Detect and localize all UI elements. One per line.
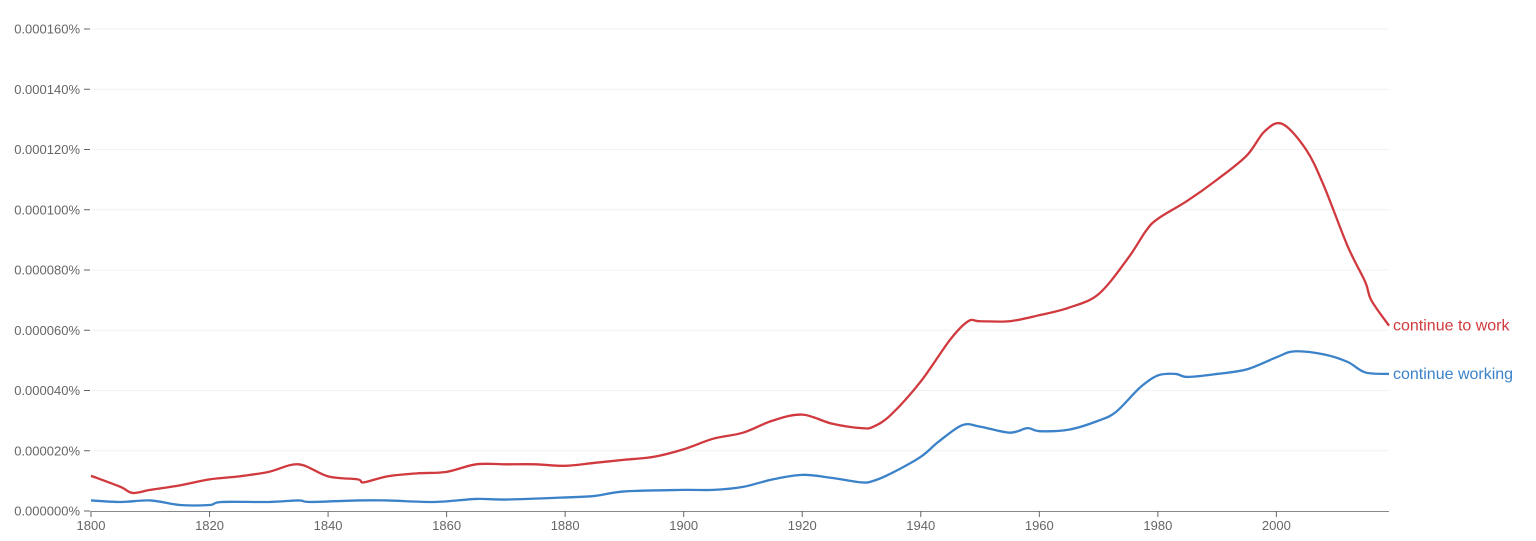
x-tick-label: 1880	[551, 518, 580, 533]
x-tick-label: 1920	[788, 518, 817, 533]
y-tick-label: 0.000020%	[14, 443, 80, 458]
x-axis: 1800 1820 1840 1860 1880 1900 1920 1940 1960 1980…	[77, 511, 1389, 533]
y-tick-label: 0.000160%	[14, 22, 80, 37]
x-tick-label: 1900	[669, 518, 698, 533]
x-tick-label: 2000	[1262, 518, 1291, 533]
series-label: continue working	[1393, 366, 1513, 383]
y-tick-label: 0.000000%	[14, 504, 80, 519]
x-tick-label: 1800	[77, 518, 106, 533]
series-lines	[90, 121, 1390, 507]
x-tick-label: 1980	[1143, 518, 1172, 533]
y-tick-label: 0.000140%	[14, 82, 80, 97]
series-line-continue-to-work[interactable]	[90, 121, 1390, 495]
y-tick-label: 0.000040%	[14, 383, 80, 398]
gridlines	[91, 28, 1389, 452]
x-tick-label: 1860	[432, 518, 461, 533]
y-tick-label: 0.000060%	[14, 323, 80, 338]
series-line-continue-working[interactable]	[90, 350, 1390, 507]
y-tick-label: 0.000100%	[14, 202, 80, 217]
series-labels: continue to work continue working	[1393, 318, 1513, 383]
y-tick-label: 0.000120%	[14, 142, 80, 157]
series-label: continue to work	[1393, 318, 1511, 335]
x-tick-label: 1940	[906, 518, 935, 533]
y-axis: 0.000000% 0.000020% 0.000040% 0.000060% 0.00…	[14, 22, 90, 519]
x-tick-label: 1960	[1025, 518, 1054, 533]
x-tick-label: 1840	[314, 518, 343, 533]
x-tick-label: 1820	[195, 518, 224, 533]
y-tick-label: 0.000080%	[14, 263, 80, 278]
